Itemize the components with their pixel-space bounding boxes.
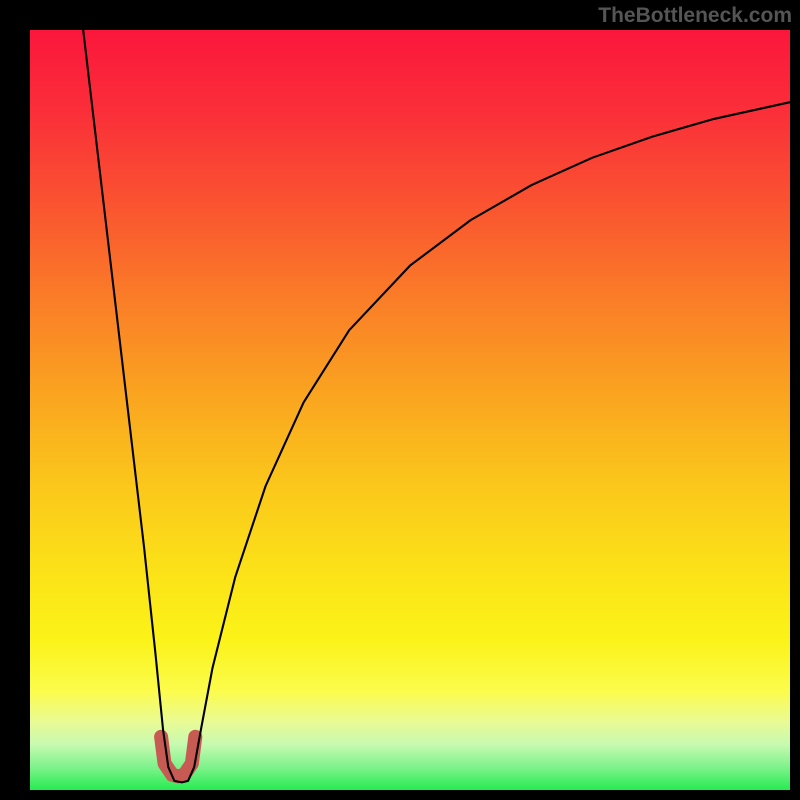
bottleneck-curve <box>83 30 790 782</box>
plot-area <box>30 30 790 790</box>
chart-container: { "canvas": { "width": 800, "height": 80… <box>0 0 800 800</box>
curve-layer <box>30 30 790 790</box>
watermark-text: TheBottleneck.com <box>598 4 792 28</box>
